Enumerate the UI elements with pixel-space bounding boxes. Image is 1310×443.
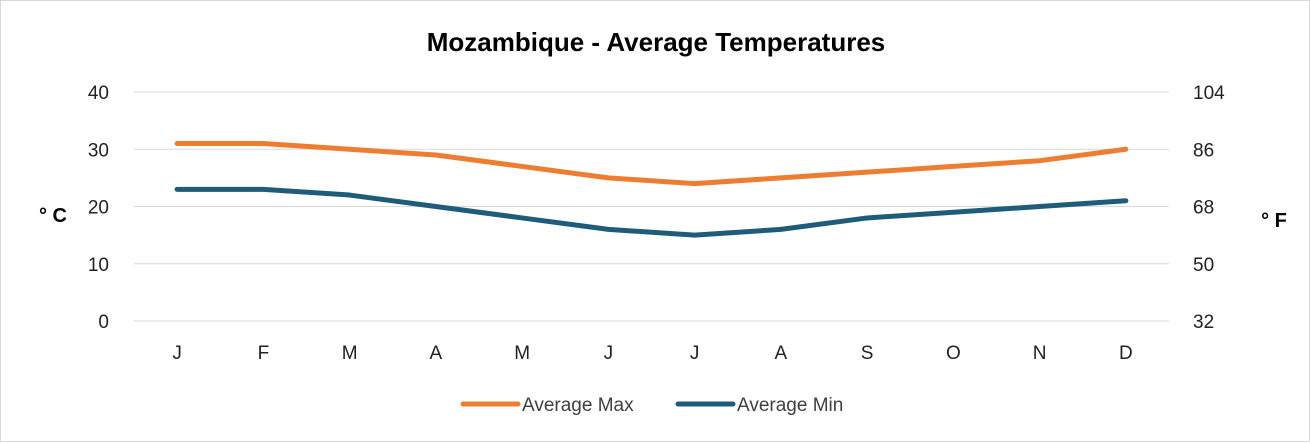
series-line-average-min — [174, 186, 1129, 238]
y-tick-left: 40 — [88, 83, 109, 104]
series-lines — [174, 141, 1129, 238]
y-tick-left: 30 — [88, 140, 109, 161]
y-tick-right: 104 — [1193, 83, 1225, 104]
y-axis-right-ticks: 32 50 68 86 104 — [1193, 83, 1225, 333]
chart-title: Mozambique - Average Temperatures — [427, 27, 886, 57]
y-tick-right: 32 — [1193, 312, 1214, 333]
series-line-average-max — [174, 141, 1129, 187]
x-tick-label: M — [514, 343, 530, 364]
y-axis-left-ticks: 0 10 20 30 40 — [88, 83, 109, 333]
y-tick-right: 86 — [1193, 140, 1214, 161]
y-tick-left: 10 — [88, 255, 109, 276]
legend-label: Average Min — [737, 395, 843, 416]
x-tick-label: F — [258, 343, 270, 364]
x-tick-label: J — [604, 343, 614, 364]
x-tick-label: M — [342, 343, 358, 364]
x-tick-label: O — [946, 343, 961, 364]
x-tick-label: A — [430, 343, 443, 364]
gridlines — [134, 91, 1169, 322]
x-tick-label: N — [1033, 343, 1047, 364]
x-tick-label: D — [1119, 343, 1133, 364]
y-axis-left-label: ° C — [39, 205, 67, 227]
y-tick-right: 68 — [1193, 198, 1214, 219]
x-tick-label: S — [861, 343, 874, 364]
x-tick-label: J — [172, 343, 182, 364]
x-tick-label: J — [690, 343, 700, 364]
y-tick-right: 50 — [1193, 255, 1214, 276]
legend: Average Max Average Min — [460, 395, 843, 416]
y-tick-left: 0 — [98, 312, 109, 333]
x-tick-label: A — [775, 343, 788, 364]
y-tick-left: 20 — [88, 198, 109, 219]
legend-label: Average Max — [522, 395, 634, 416]
y-axis-right-label: ° F — [1261, 210, 1287, 232]
